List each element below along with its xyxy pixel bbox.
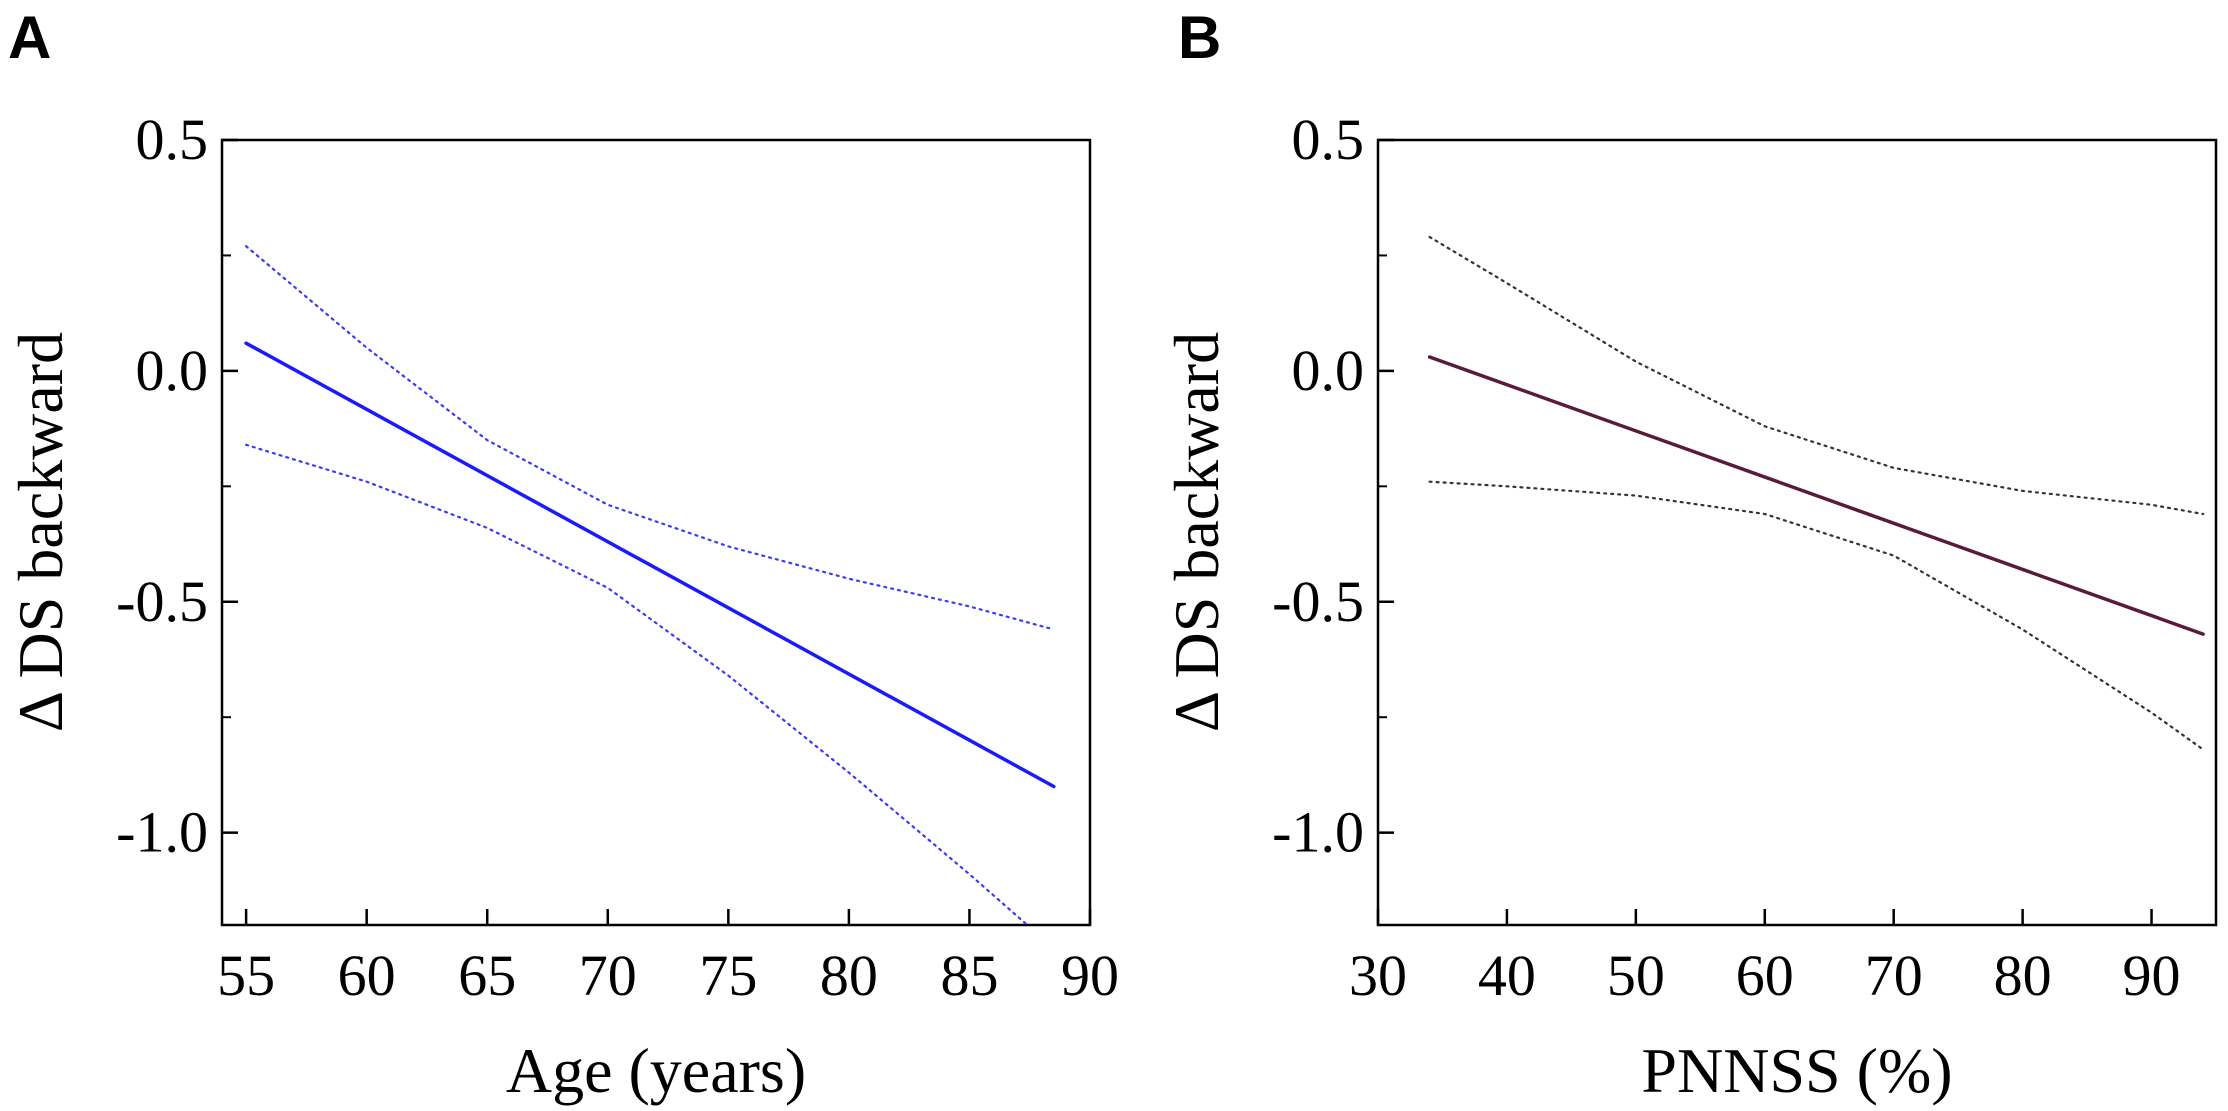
series-group-a [244,245,1056,925]
x-axis-a: 55 60 65 70 75 80 85 90 [217,909,1119,1008]
ci-line [1428,235,2205,516]
panel-letter-a: A [8,4,51,71]
series-group-b [1427,235,2205,751]
x-tick-label: 30 [1349,943,1407,1008]
panel-a: A 55 60 65 70 75 80 85 90 0.5 0.0 -0.5 -1.0 Age (y… [5,4,1119,1106]
y-tick-label: 0.0 [136,338,209,403]
y-axis-a: 0.5 0.0 -0.5 -1.0 [116,107,238,865]
y-tick-label: 0.0 [1292,338,1365,403]
x-tick-label: 40 [1478,943,1536,1008]
y-axis-title-b: Δ DS backward [1161,332,1232,732]
x-tick-label: 75 [699,943,757,1008]
y-tick-label: -0.5 [116,569,208,634]
y-axis-title-a: Δ DS backward [5,332,76,732]
y-tick-label: 0.5 [136,107,209,172]
x-tick-label: 50 [1607,943,1665,1008]
x-tick-label: 90 [2123,943,2181,1008]
plot-frame-a [220,138,1092,927]
y-axis-b: 0.5 0.0 -0.5 -1.0 [1272,107,1394,865]
plot-frame-b [1376,138,2218,927]
x-tick-label: 55 [217,943,275,1008]
x-tick-label: 70 [1865,943,1923,1008]
x-tick-label: 90 [1061,943,1119,1008]
regression-line [1427,355,2205,636]
y-tick-label: -1.0 [1272,800,1364,865]
x-tick-label: 80 [1994,943,2052,1008]
x-tick-label: 80 [820,943,878,1008]
panel-b: B 30 40 50 60 70 80 90 0.5 0.0 -0.5 -1.0 PNNSS (%… [1161,4,2218,1106]
y-tick-label: -0.5 [1272,569,1364,634]
x-axis-title-a: Age (years) [506,1035,806,1106]
y-tick-label: 0.5 [1292,107,1365,172]
x-tick-label: 65 [458,943,516,1008]
panel-letter-b: B [1178,4,1221,71]
ci-line [245,245,1055,631]
y-tick-label: -1.0 [116,800,208,865]
ci-line [245,443,1029,925]
x-tick-label: 60 [1736,943,1794,1008]
x-tick-label: 60 [338,943,396,1008]
x-axis-title-b: PNNSS (%) [1641,1035,1952,1106]
x-axis-b: 30 40 50 60 70 80 90 [1349,909,2181,1008]
regression-line [244,341,1056,789]
ci-line [1428,480,2205,751]
x-tick-label: 70 [579,943,637,1008]
x-tick-label: 85 [940,943,998,1008]
